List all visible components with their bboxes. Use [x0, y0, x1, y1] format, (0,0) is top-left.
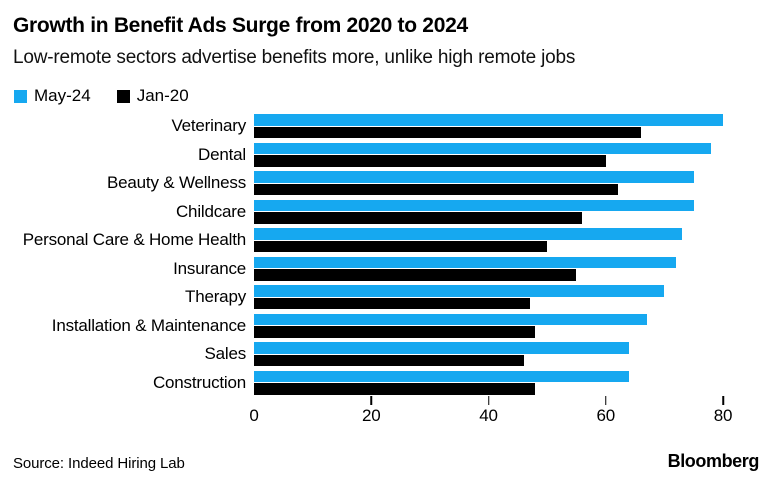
bar-may-24: [254, 342, 630, 354]
legend-label-jan20: Jan-20: [136, 86, 189, 105]
bar-may-24: [254, 285, 665, 297]
bar-jan-20: [254, 297, 530, 309]
legend: May-24 Jan-20: [14, 86, 189, 106]
bar-group: Personal Care & Home Health: [0, 228, 780, 257]
legend-item-may24: May-24: [14, 86, 91, 106]
bar-group: Dental: [0, 142, 780, 172]
axis-tick: [722, 396, 724, 405]
category-label: Therapy: [185, 287, 246, 306]
category-label: Dental: [198, 144, 246, 164]
bar-jan-20: [254, 126, 641, 138]
category-label: Beauty & Wellness: [107, 173, 246, 192]
category-label: Veterinary: [171, 116, 246, 135]
axis-tick: [487, 396, 490, 405]
bar-may-24: [254, 313, 647, 325]
bar-pair: [254, 285, 665, 309]
bar-jan-20: [254, 383, 536, 395]
bar-pair: [254, 228, 682, 252]
bar-group: Veterinary: [0, 114, 780, 143]
bar-pair: [254, 313, 647, 338]
chart-title: Growth in Benefit Ads Surge from 2020 to…: [13, 14, 468, 37]
category-label: Personal Care & Home Health: [22, 230, 246, 249]
bar-group: Sales: [0, 342, 780, 371]
bar-pair: [254, 370, 630, 395]
category-label: Sales: [204, 344, 246, 363]
bar-jan-20: [254, 183, 618, 195]
bar-group: Childcare: [0, 199, 780, 229]
axis-tick: [370, 396, 373, 405]
bar-may-24: [254, 370, 630, 382]
chart-subtitle: Low-remote sectors advertise benefits mo…: [13, 47, 576, 68]
bar-jan-20: [254, 212, 583, 224]
category-label: Installation & Maintenance: [51, 315, 246, 335]
axis-tick-label: 0: [249, 406, 259, 425]
x-axis: 0 20 40 60 80: [249, 396, 770, 430]
bar-jan-20: [254, 326, 536, 338]
source-note: Source: Indeed Hiring Lab: [13, 455, 185, 472]
category-label: Construction: [152, 372, 246, 392]
bar-may-24: [254, 256, 677, 268]
bloomberg-logo: Bloomberg: [667, 451, 760, 471]
legend-swatch-may24-icon: [14, 89, 27, 103]
bar-jan-20: [254, 269, 577, 281]
bar-jan-20: [254, 240, 548, 252]
legend-label-may24: May-24: [34, 86, 91, 105]
bar-may-24: [254, 228, 682, 240]
bar-may-24: [254, 199, 694, 211]
bar-may-24: [254, 114, 723, 126]
axis-tick-label: 80: [713, 406, 733, 425]
bar-group: Installation & Maintenance: [0, 313, 780, 343]
bar-pair: [254, 199, 694, 224]
category-label: Childcare: [175, 201, 246, 221]
bar-group: Beauty & Wellness: [0, 171, 780, 200]
axis-tick-label: 20: [362, 406, 381, 425]
bar-pair: [254, 256, 677, 281]
axis-tick-label: 40: [479, 406, 498, 425]
bar-group: Insurance: [0, 256, 780, 286]
bar-pair: [254, 114, 723, 138]
legend-swatch-jan20-icon: [116, 89, 130, 103]
bar-may-24: [254, 171, 694, 183]
bar-group: Therapy: [0, 285, 780, 314]
axis-tick: [605, 396, 607, 405]
bar-jan-20: [254, 155, 606, 167]
bar-chart: Veterinary Dental Beauty & Wellness Childca…: [0, 114, 780, 399]
bar-pair: [254, 142, 712, 167]
bar-group: Construction: [0, 370, 780, 400]
bar-pair: [254, 171, 694, 195]
bar-jan-20: [254, 354, 524, 366]
legend-item-jan20: Jan-20: [116, 86, 189, 106]
bar-may-24: [254, 142, 712, 154]
bar-pair: [254, 342, 630, 366]
axis-tick-label: 60: [596, 406, 616, 425]
category-label: Insurance: [173, 258, 246, 278]
